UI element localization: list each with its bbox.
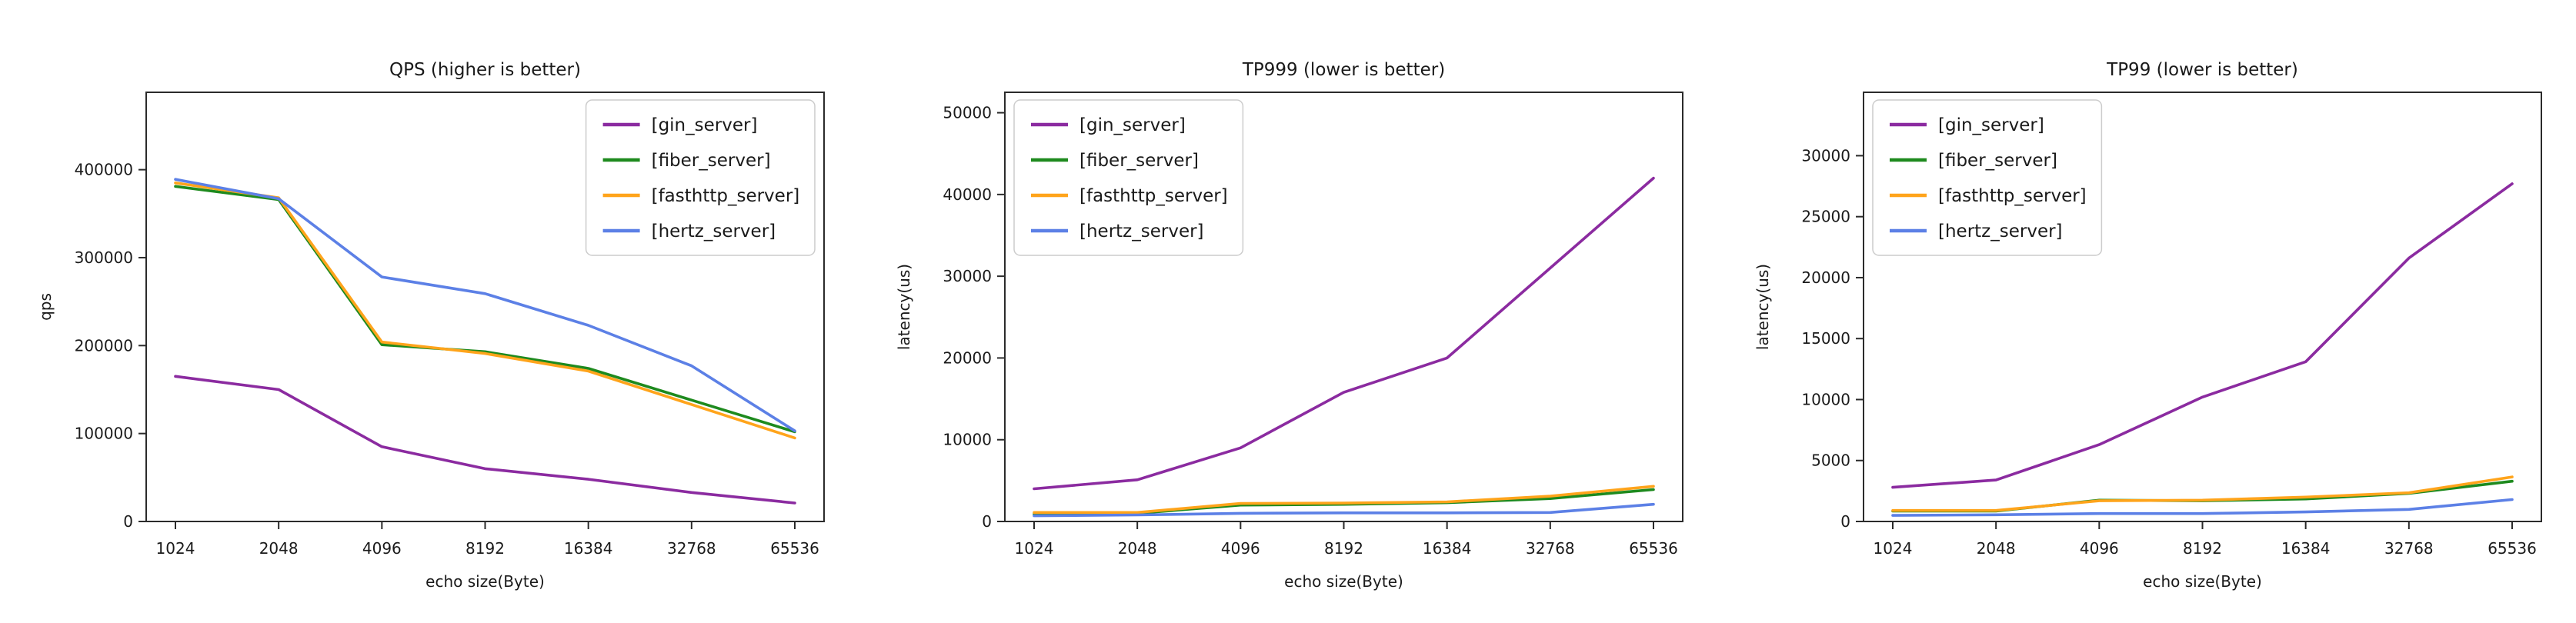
series-line-hertz-server bbox=[1891, 498, 2514, 517]
x-tick-label: 16384 bbox=[564, 539, 613, 558]
series-line-gin-server bbox=[1033, 176, 1655, 491]
y-tick-label: 10000 bbox=[1801, 390, 1850, 408]
x-tick-label: 65536 bbox=[770, 539, 819, 558]
y-tick-label: 15000 bbox=[1801, 329, 1850, 348]
chart-title: TP999 (lower is better) bbox=[1242, 60, 1445, 80]
series-line-fiber-server bbox=[1891, 479, 2514, 513]
legend-label-gin-server: [gin_server] bbox=[1079, 115, 1186, 135]
y-tick-label: 0 bbox=[982, 512, 992, 531]
y-tick-label: 20000 bbox=[943, 348, 992, 367]
y-tick-label: 300000 bbox=[75, 248, 133, 267]
y-axis-label: latency(us) bbox=[895, 264, 913, 350]
x-tick-label: 4096 bbox=[1221, 539, 1260, 558]
x-tick-label: 32768 bbox=[2384, 539, 2434, 558]
x-tick-label: 65536 bbox=[1629, 539, 1678, 558]
legend-label-hertz-server: [hertz_server] bbox=[1938, 222, 2063, 242]
x-axis-label: echo size(Byte) bbox=[425, 572, 545, 591]
legend: [gin_server] [fiber_server] [fasthttp_serv… bbox=[585, 99, 816, 256]
series-line-hertz-server bbox=[174, 178, 796, 433]
x-tick-label: 4096 bbox=[362, 539, 402, 558]
x-tick-label: 2048 bbox=[1118, 539, 1157, 558]
legend-label-fiber-server: [fiber_server] bbox=[652, 151, 771, 171]
y-tick-label: 100000 bbox=[75, 425, 133, 443]
y-tick-label: 0 bbox=[1840, 512, 1850, 531]
legend-label-gin-server: [gin_server] bbox=[652, 115, 758, 135]
legend: [gin_server] [fiber_server] [fasthttp_serv… bbox=[1013, 99, 1244, 256]
legend-box bbox=[1872, 99, 2103, 256]
y-axis-label: qps bbox=[36, 293, 55, 321]
legend: [gin_server] [fiber_server] [fasthttp_serv… bbox=[1872, 99, 2103, 256]
x-axis-label: echo size(Byte) bbox=[2143, 572, 2262, 591]
legend-label-fiber-server: [fiber_server] bbox=[1938, 151, 2057, 171]
chart-qps: QPS (higher is better) 0 100000 200000 30000… bbox=[36, 60, 825, 591]
y-tick-label: 50000 bbox=[943, 104, 992, 122]
figure-qps: QPS (higher is better) 0 100000 200000 30000… bbox=[0, 0, 859, 623]
y-tick-label: 400000 bbox=[75, 161, 133, 179]
x-tick-label: 8192 bbox=[1324, 539, 1363, 558]
series-line-fasthttp-server bbox=[1891, 475, 2514, 512]
legend-box bbox=[585, 99, 816, 256]
y-tick-label: 0 bbox=[123, 512, 133, 531]
x-tick-label: 1024 bbox=[156, 539, 195, 558]
x-tick-label: 65536 bbox=[2488, 539, 2537, 558]
figure-tp99: TP99 (lower is better) 0 5000 10000 15000 200… bbox=[1717, 0, 2576, 623]
y-tick-label: 30000 bbox=[943, 267, 992, 285]
chart-tp99: TP99 (lower is better) 0 5000 10000 15000 200… bbox=[1753, 60, 2542, 591]
x-tick-label: 32768 bbox=[667, 539, 716, 558]
chart-tp999: TP999 (lower is better) 0 10000 20000 30000 4… bbox=[895, 60, 1683, 591]
y-tick-label: 200000 bbox=[75, 336, 133, 355]
x-tick-label: 16384 bbox=[2281, 539, 2331, 558]
x-tick-label: 1024 bbox=[1015, 539, 1054, 558]
x-tick-label: 2048 bbox=[1977, 539, 2016, 558]
series-line-fasthttp-server bbox=[1033, 485, 1655, 515]
x-tick-label: 2048 bbox=[259, 539, 299, 558]
y-tick-label: 40000 bbox=[943, 185, 992, 204]
chart-title: QPS (higher is better) bbox=[389, 60, 581, 80]
legend-label-hertz-server: [hertz_server] bbox=[652, 222, 776, 242]
x-tick-label: 8192 bbox=[2183, 539, 2222, 558]
legend-label-fasthttp-server: [fasthttp_server] bbox=[652, 186, 800, 206]
series-line-hertz-server bbox=[1033, 502, 1655, 518]
legend-label-gin-server: [gin_server] bbox=[1938, 115, 2044, 135]
y-tick-label: 5000 bbox=[1811, 451, 1850, 470]
y-tick-label: 25000 bbox=[1801, 208, 1850, 226]
legend-label-hertz-server: [hertz_server] bbox=[1079, 222, 1204, 242]
y-tick-label: 20000 bbox=[1801, 268, 1850, 287]
x-axis-label: echo size(Byte) bbox=[1284, 572, 1403, 591]
y-axis-label: latency(us) bbox=[1753, 264, 1772, 350]
x-tick-label: 1024 bbox=[1874, 539, 1913, 558]
figure-tp999: TP999 (lower is better) 0 10000 20000 30000 4… bbox=[859, 0, 1717, 623]
x-tick-label: 8192 bbox=[465, 539, 505, 558]
x-tick-label: 4096 bbox=[2080, 539, 2119, 558]
legend-label-fasthttp-server: [fasthttp_server] bbox=[1079, 186, 1228, 206]
legend-label-fasthttp-server: [fasthttp_server] bbox=[1938, 186, 2087, 206]
legend-box bbox=[1013, 99, 1244, 256]
x-tick-label: 32768 bbox=[1526, 539, 1575, 558]
legend-label-fiber-server: [fiber_server] bbox=[1079, 151, 1199, 171]
series-line-gin-server bbox=[174, 375, 796, 505]
x-tick-label: 16384 bbox=[1423, 539, 1472, 558]
chart-title: TP99 (lower is better) bbox=[2106, 60, 2298, 80]
y-tick-label: 30000 bbox=[1801, 146, 1850, 165]
series-line-gin-server bbox=[1891, 182, 2514, 489]
y-tick-label: 10000 bbox=[943, 431, 992, 449]
